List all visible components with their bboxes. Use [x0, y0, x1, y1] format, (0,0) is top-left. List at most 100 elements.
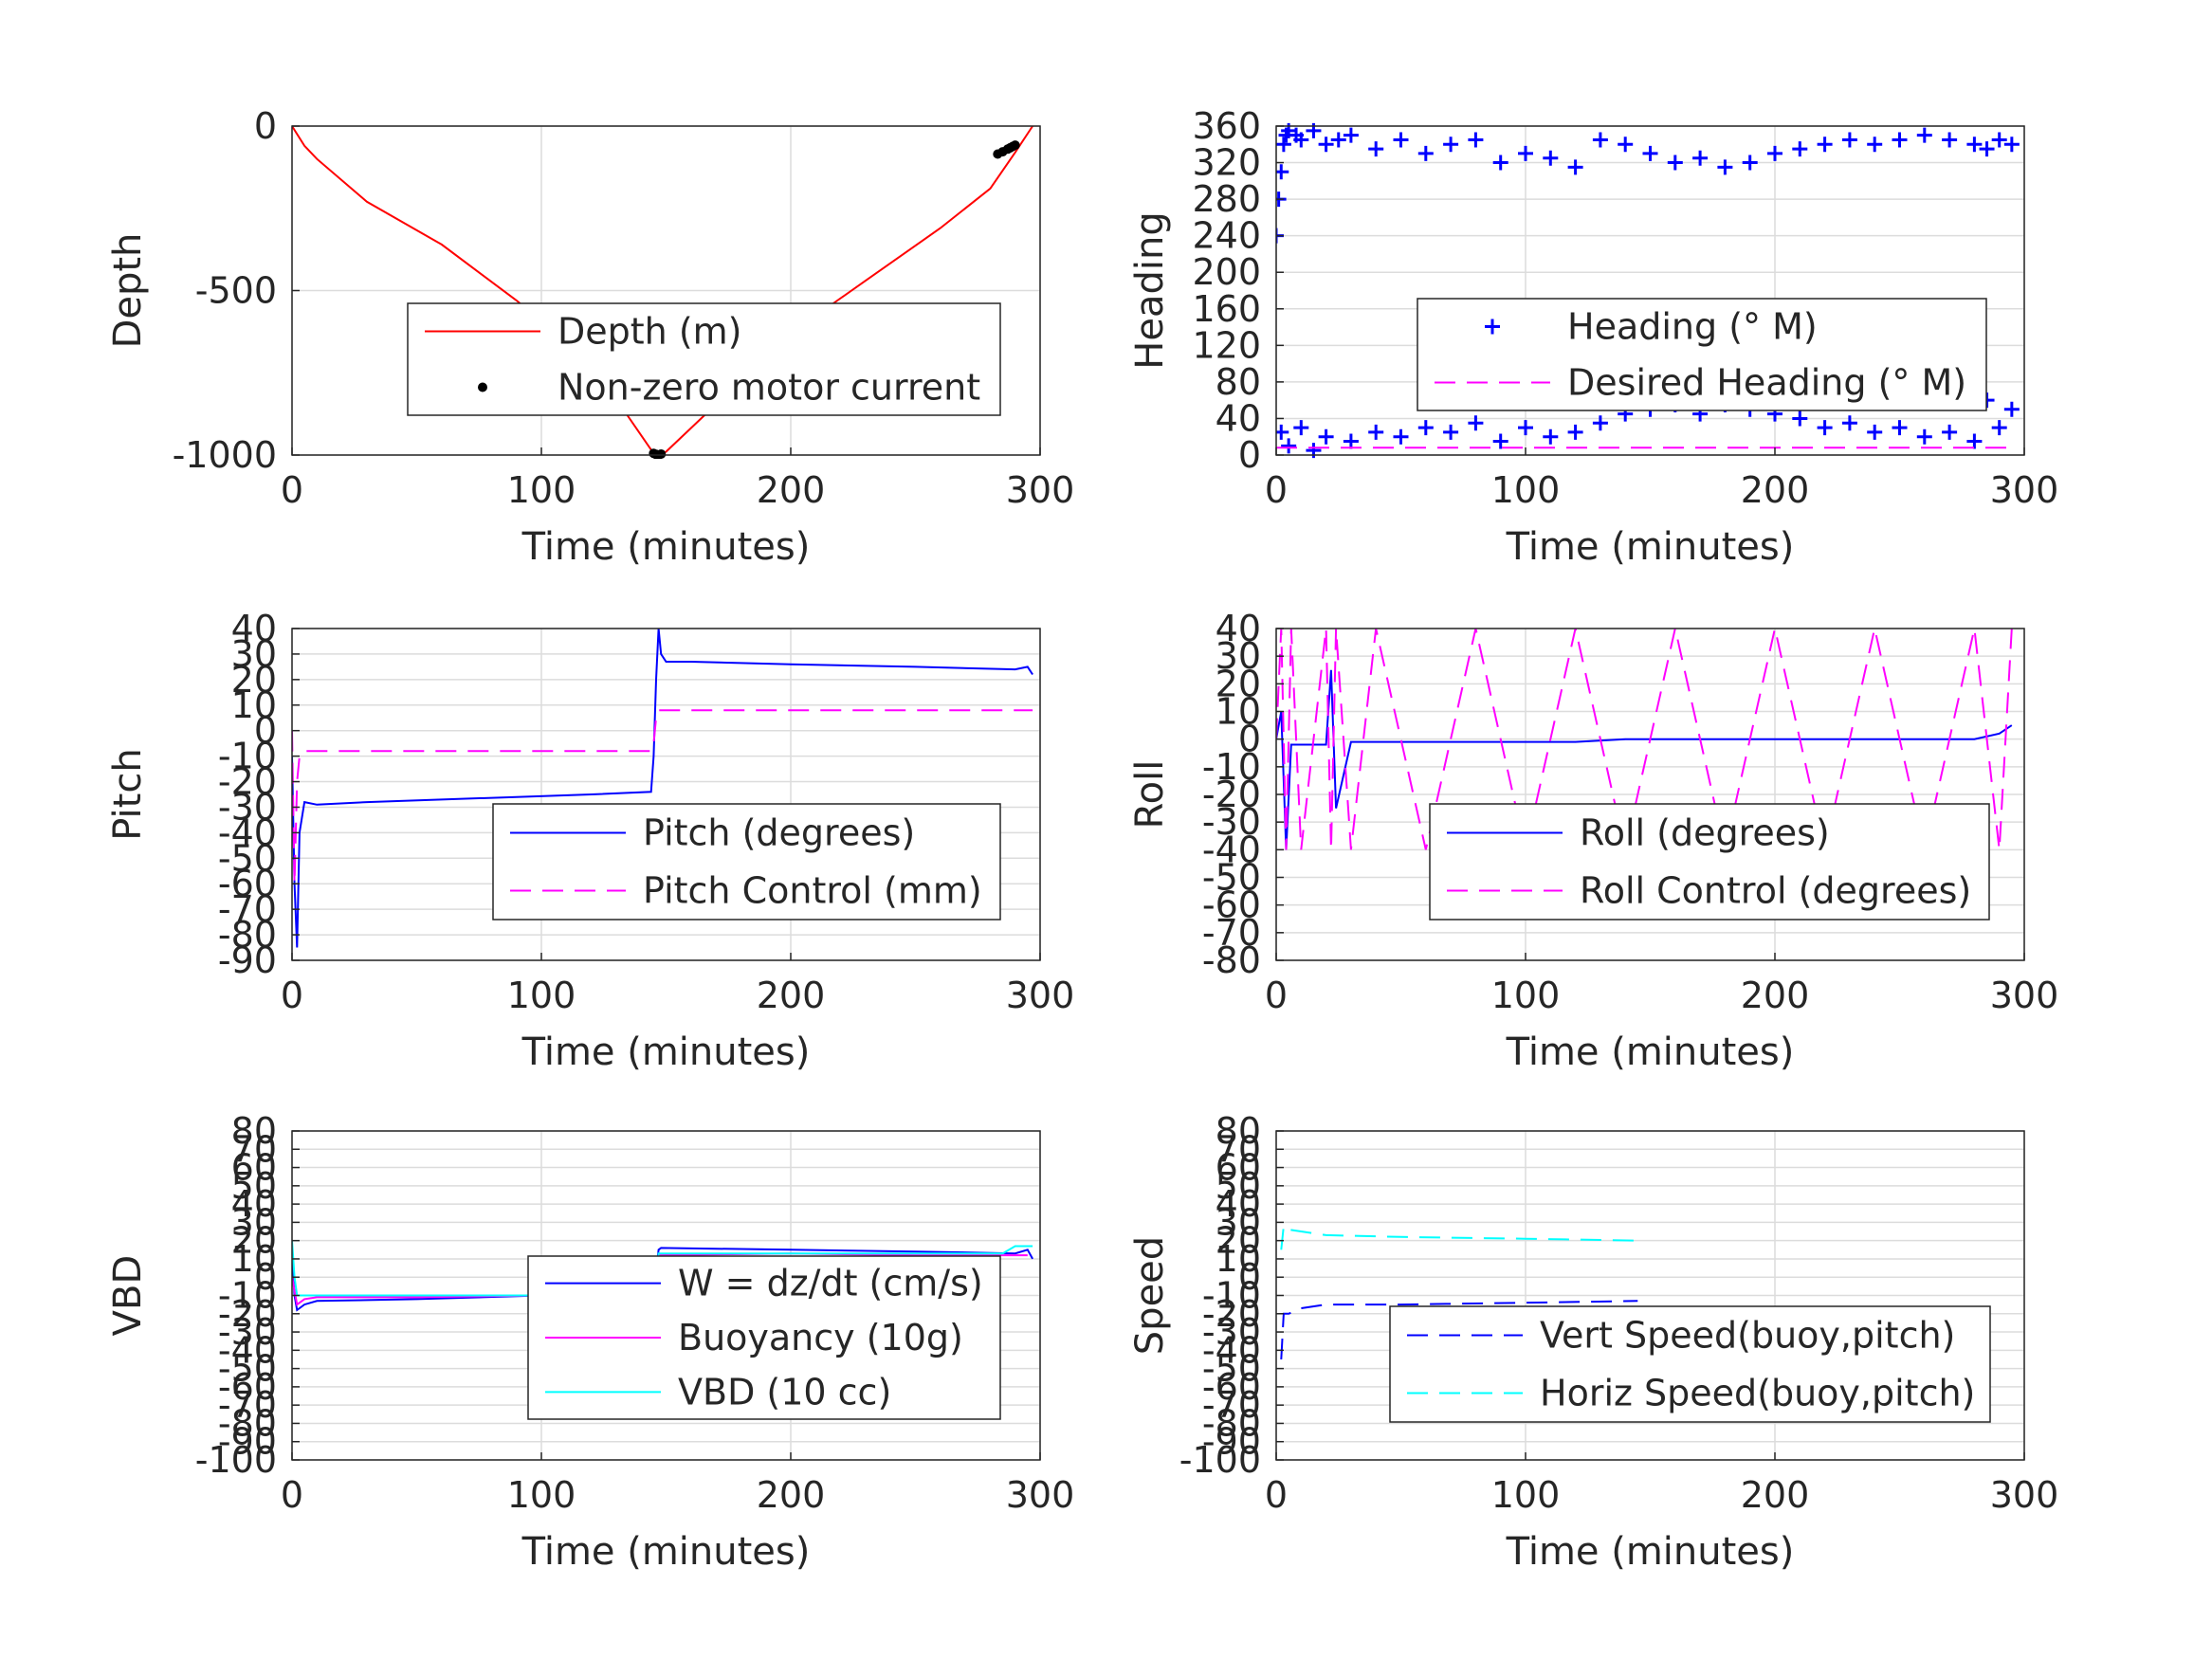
- legend-label: Heading (° M): [1567, 306, 1818, 348]
- y-tick-label: 10: [231, 1238, 277, 1280]
- y-tick-label: -70: [218, 1384, 277, 1426]
- heading-series-0-point: [1642, 145, 1658, 161]
- x-tick-label: 0: [1265, 1474, 1288, 1516]
- y-tick-label: -10: [218, 1275, 277, 1317]
- y-tick-label: 0: [254, 710, 277, 752]
- y-tick-label: -80: [218, 1402, 277, 1444]
- y-tick-label: 80: [1216, 361, 1261, 403]
- y-tick-label: -60: [218, 1366, 277, 1408]
- y-tick-label: -20: [1202, 1293, 1261, 1335]
- y-tick-label: -40: [218, 811, 277, 853]
- depth-x-axis-label: Time (minutes): [521, 525, 811, 569]
- heading-series-0-point: [2003, 137, 2020, 153]
- legend-label: Depth (m): [558, 311, 742, 353]
- heading-series-1-point: [1468, 415, 1484, 431]
- legend-label: Vert Speed(buoy,pitch): [1540, 1315, 1955, 1357]
- y-tick-label: 120: [1192, 324, 1261, 366]
- heading-series-1-point: [1293, 420, 1309, 436]
- legend-label: Non-zero motor current: [558, 367, 980, 409]
- heading-series-1-point: [1817, 420, 1833, 436]
- y-tick-label: 20: [231, 1220, 277, 1262]
- y-tick-label: 50: [231, 1165, 277, 1207]
- heading-series-0-point: [1717, 159, 1733, 175]
- heading-axes-box: [1275, 125, 2025, 456]
- heading-x-axis-label: Time (minutes): [1506, 525, 1795, 569]
- y-tick-label: 30: [231, 1201, 277, 1243]
- depth-series-1-point: [656, 448, 667, 459]
- y-tick-label: -80: [1202, 939, 1261, 981]
- heading-series-0-point: [1343, 127, 1359, 143]
- heading-series-0-point: [1979, 141, 1995, 157]
- y-tick-label: 10: [1216, 1238, 1261, 1280]
- heading-series-0-point: [1618, 137, 1634, 153]
- legend-swatch: [1485, 319, 1500, 335]
- heading-series-1-point: [1567, 424, 1583, 440]
- x-tick-label: 200: [1741, 1474, 1810, 1516]
- x-tick-label: 200: [1741, 469, 1810, 511]
- y-tick-label: 10: [1216, 691, 1261, 733]
- y-tick-label: 40: [231, 608, 277, 649]
- y-tick-label: -50: [1202, 857, 1261, 899]
- vbd-y-axis-label: VBD: [106, 1255, 150, 1337]
- heading-series-1-point: [1343, 433, 1359, 449]
- heading-series-0-point: [1867, 137, 1883, 153]
- heading-series-0-point: [1817, 137, 1833, 153]
- heading-series-0-point: [1792, 141, 1808, 157]
- roll-legend: Roll (degrees) Roll Control (degrees): [1429, 803, 1990, 921]
- heading-series-0-point: [1742, 155, 1758, 171]
- heading-series-1-point: [1543, 428, 1559, 445]
- x-tick-label: 300: [1990, 469, 2059, 511]
- speed-panel: 0 100 200 30080706050403020100-10-20-30-40-…: [1128, 1110, 2058, 1574]
- y-tick-label: -10: [1202, 1275, 1261, 1317]
- x-tick-label: 0: [281, 1474, 303, 1516]
- x-tick-label: 0: [1265, 975, 1288, 1016]
- legend-label: Pitch Control (mm): [643, 870, 982, 912]
- y-tick-label: -50: [218, 1348, 277, 1390]
- x-tick-label: 100: [507, 469, 576, 511]
- y-tick-label: -90: [218, 939, 277, 981]
- heading-series-0-point: [1692, 150, 1709, 166]
- legend-box: [492, 803, 1001, 921]
- heading-series-1-point: [1276, 424, 1289, 440]
- heading-series-0-point: [1592, 132, 1608, 148]
- x-tick-label: 300: [1006, 1474, 1075, 1516]
- heading-series-1-point: [1518, 420, 1533, 436]
- pitch-legend: Pitch (degrees) Pitch Control (mm): [492, 803, 1001, 921]
- heading-series-0-point: [1892, 132, 1908, 148]
- legend-label: Roll (degrees): [1580, 812, 1830, 854]
- heading-series-0-point: [1667, 155, 1683, 171]
- y-tick-label: -60: [1202, 884, 1261, 926]
- heading-series-0-point: [1916, 127, 1932, 143]
- y-tick-label: -500: [195, 270, 277, 312]
- y-tick-label: 40: [1216, 1183, 1261, 1225]
- legend-box: [1417, 298, 1987, 411]
- heading-series-1-point: [1892, 420, 1908, 436]
- y-tick-label: 10: [231, 684, 277, 726]
- heading-series-1-point: [1393, 428, 1409, 445]
- x-tick-label: 300: [1990, 975, 2059, 1016]
- heading-series-1-point: [1966, 433, 1983, 449]
- x-tick-label: 100: [1491, 1474, 1561, 1516]
- x-tick-label: 0: [281, 975, 303, 1016]
- x-tick-label: 100: [1491, 975, 1561, 1016]
- x-tick-label: 200: [757, 469, 826, 511]
- legend-label: Pitch (degrees): [643, 812, 915, 854]
- legend-label: Desired Heading (° M): [1567, 362, 1966, 404]
- heading-y-axis-label: Heading: [1128, 211, 1172, 369]
- legend-box: [1389, 1305, 1991, 1423]
- x-tick-label: 100: [507, 1474, 576, 1516]
- legend-label: W = dz/dt (cm/s): [678, 1263, 983, 1304]
- y-tick-label: 40: [1216, 608, 1261, 649]
- depth-legend: Depth (m) Non-zero motor current: [407, 302, 1001, 416]
- roll-panel: 0 100 200 300403020100-10-20-30-40-50-60-70…: [1128, 608, 2058, 1074]
- y-tick-label: 30: [1216, 635, 1261, 677]
- y-tick-label: 60: [231, 1147, 277, 1189]
- y-tick-label: -30: [218, 786, 277, 828]
- y-tick-label: 280: [1192, 178, 1261, 220]
- heading-series-1-point: [2003, 401, 2020, 417]
- y-tick-label: -20: [1202, 774, 1261, 815]
- pitch-x-axis-label: Time (minutes): [521, 1030, 811, 1074]
- y-tick-label: 80: [231, 1110, 277, 1152]
- heading-series-0-point: [1330, 132, 1346, 148]
- y-tick-label: 200: [1192, 251, 1261, 293]
